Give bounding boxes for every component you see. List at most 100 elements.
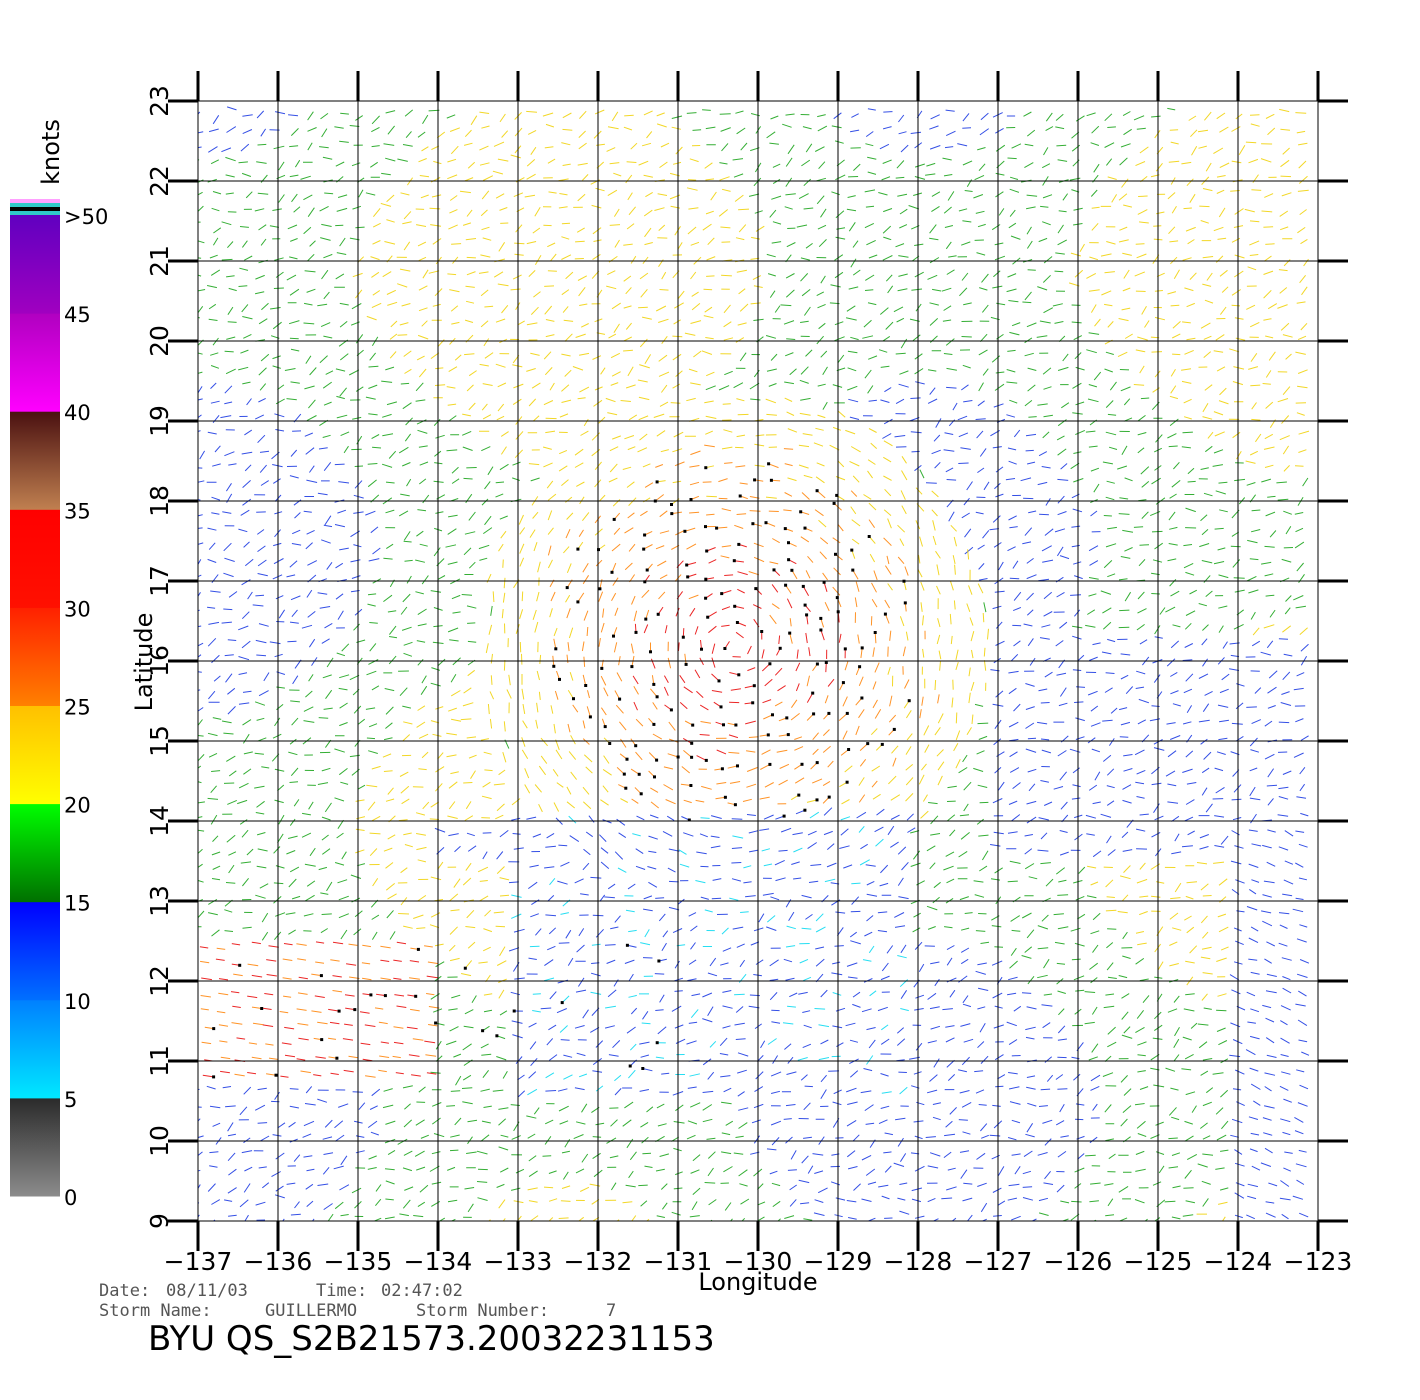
rain-flag xyxy=(723,795,727,799)
rain-flag xyxy=(783,527,787,531)
rain-flag xyxy=(512,1009,516,1013)
colorbar-tick-label: 0 xyxy=(64,1186,77,1210)
rain-flag xyxy=(463,966,467,970)
rain-flag xyxy=(565,586,569,590)
latitude-tick-labels: 9 10 11 12 13 14 15 16 17 18 19 20 21 22 23 xyxy=(145,85,174,1229)
y-tick-label: 13 xyxy=(145,885,174,917)
rain-flag xyxy=(657,959,661,963)
rain-flag xyxy=(834,552,837,556)
rain-flag xyxy=(495,1034,499,1038)
y-tick-label: 22 xyxy=(145,165,174,197)
colorbar-tick-label: 40 xyxy=(64,401,91,425)
rain-flag xyxy=(655,758,659,762)
rain-flag xyxy=(723,647,727,650)
rain-flag xyxy=(634,630,638,634)
longitude-tick-labels: −137 −136 −135 −134 −133 −132 −131 −130 −129 −128… xyxy=(164,1247,1353,1276)
rain-flag-markers xyxy=(212,462,911,1079)
rain-flag xyxy=(907,699,911,703)
rain-flag xyxy=(880,742,884,746)
rain-flag xyxy=(847,748,851,751)
x-tick-label: −125 xyxy=(1124,1247,1193,1276)
x-tick-label: −123 xyxy=(1284,1247,1353,1276)
colorbar-tick-label: 35 xyxy=(64,499,91,523)
wind-vectors-speed-class-6 xyxy=(199,543,846,1078)
rain-flag xyxy=(414,994,418,998)
colorbar-tick-label: 30 xyxy=(64,597,91,621)
rain-flag xyxy=(685,563,689,567)
rain-flag xyxy=(805,613,809,617)
rain-flag xyxy=(335,1056,339,1060)
rain-flag xyxy=(681,635,685,639)
product-id: BYU QS_S2B21573.20032231153 xyxy=(148,1319,715,1359)
rain-flag xyxy=(642,547,646,551)
rain-flag xyxy=(786,733,790,737)
rain-flag xyxy=(772,568,776,572)
rain-flag xyxy=(733,803,737,807)
rain-flag xyxy=(722,723,725,727)
rain-flag xyxy=(738,494,742,498)
rain-flag xyxy=(612,517,616,521)
rain-flag xyxy=(434,1021,438,1025)
x-axis-label: Longitude xyxy=(698,1268,817,1296)
rain-flag xyxy=(754,587,758,591)
rain-flag xyxy=(720,767,724,771)
rain-flag xyxy=(612,634,615,638)
rain-flag xyxy=(782,814,786,818)
y-axis-label: Latitude xyxy=(130,613,158,712)
rain-flag xyxy=(873,631,877,634)
rain-flag xyxy=(784,583,788,587)
rain-flag xyxy=(558,677,561,681)
rain-flag xyxy=(815,798,819,802)
x-tick-label: −124 xyxy=(1204,1247,1273,1276)
wind-vectors-speed-class-5 xyxy=(200,444,940,1078)
rain-flag xyxy=(704,758,708,762)
rain-flag xyxy=(416,947,420,951)
rain-flag xyxy=(815,761,819,765)
rain-flag xyxy=(799,510,803,514)
y-tick-label: 14 xyxy=(145,805,174,837)
rain-flag xyxy=(622,772,626,776)
rain-flag xyxy=(717,679,721,683)
rain-flag xyxy=(643,533,647,537)
x-tick-label: −127 xyxy=(964,1247,1033,1276)
x-tick-label: −134 xyxy=(404,1247,473,1276)
rain-flag xyxy=(751,522,755,526)
colorbar-band xyxy=(10,607,60,706)
rain-flag xyxy=(639,792,643,796)
rain-flag xyxy=(815,489,819,493)
rain-flag xyxy=(736,764,739,768)
rain-flag xyxy=(684,662,688,666)
y-tick-label: 18 xyxy=(145,485,174,517)
rain-flag xyxy=(822,580,826,584)
speed-colorbar xyxy=(10,199,60,1197)
rain-flag xyxy=(753,478,757,482)
rain-flag xyxy=(815,662,819,666)
rain-flag xyxy=(819,616,823,620)
rain-flag xyxy=(850,548,854,552)
rain-flag xyxy=(867,535,871,538)
rain-flag xyxy=(735,621,739,624)
rain-flag xyxy=(655,480,659,484)
rain-flag xyxy=(383,994,387,998)
rain-flag xyxy=(767,462,771,466)
rain-flag xyxy=(630,665,634,669)
rain-flag xyxy=(320,1038,324,1042)
rain-flag xyxy=(670,512,674,516)
rain-flag xyxy=(788,631,792,635)
storm-number-label: Storm Number: xyxy=(416,1301,549,1321)
storm-number-value: 7 xyxy=(606,1301,616,1321)
rain-flag xyxy=(737,542,741,546)
storm-name-value: GUILLERMO xyxy=(265,1301,357,1321)
y-tick-label: 17 xyxy=(145,565,174,597)
y-tick-label: 15 xyxy=(145,725,174,757)
rain-flag xyxy=(835,493,839,497)
rain-flag xyxy=(827,711,831,715)
rain-flag xyxy=(778,646,782,650)
rain-flag xyxy=(732,559,736,563)
rain-flag xyxy=(576,600,580,604)
rain-flag xyxy=(803,526,807,530)
rain-flag xyxy=(704,577,708,581)
rain-flag xyxy=(337,1009,341,1013)
wind-vectors-speed-class-1 xyxy=(511,811,909,1096)
rain-flag xyxy=(670,503,673,506)
